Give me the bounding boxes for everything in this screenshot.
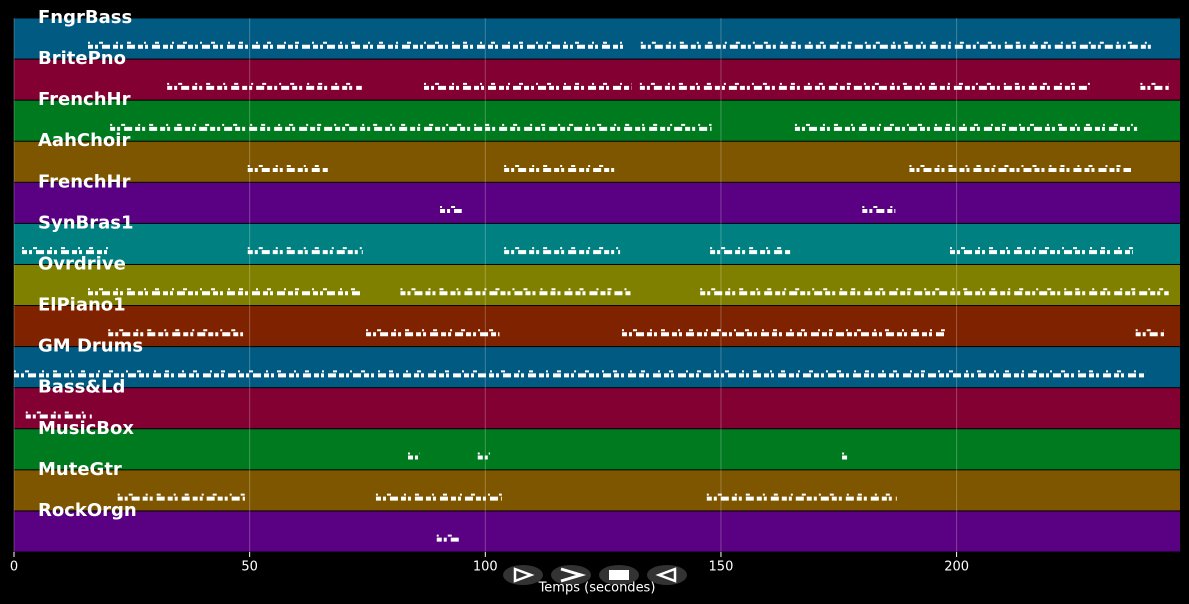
track-label: Ovrdrive xyxy=(38,253,126,274)
note-cluster xyxy=(436,534,462,542)
note-cluster xyxy=(477,452,491,460)
track-rows xyxy=(14,18,1180,552)
track-row xyxy=(14,182,1180,223)
note-cluster xyxy=(700,288,1169,296)
grid xyxy=(13,18,958,552)
track-row xyxy=(14,511,1180,552)
track-label: ElPiano1 xyxy=(38,295,126,316)
x-tick-label: 50 xyxy=(241,560,258,575)
notes xyxy=(14,41,1169,542)
x-axis-label: Temps (secondes) xyxy=(538,581,656,596)
track-label: Bass&Ld xyxy=(38,377,125,398)
note-cluster xyxy=(842,452,849,460)
track-row xyxy=(14,470,1180,511)
track-label: MusicBox xyxy=(38,418,134,439)
x-tick-label: 0 xyxy=(10,560,18,575)
note-cluster xyxy=(366,329,500,337)
track-label: MuteGtr xyxy=(38,459,122,480)
note-cluster xyxy=(504,164,615,172)
note-cluster xyxy=(14,370,1146,378)
track-label: RockOrgn xyxy=(38,500,137,521)
note-cluster xyxy=(640,41,1154,49)
track-label: FrenchHr xyxy=(38,171,131,192)
track-label: GM Drums xyxy=(38,336,143,357)
track-label: AahChoir xyxy=(38,130,130,151)
track-row xyxy=(14,429,1180,470)
note-cluster xyxy=(639,82,1090,90)
note-cluster xyxy=(25,411,92,419)
note-cluster xyxy=(400,288,632,296)
note-cluster xyxy=(621,329,945,337)
track-row xyxy=(14,223,1180,264)
playback-controls xyxy=(503,565,687,585)
stop-button[interactable] xyxy=(599,565,639,585)
note-cluster xyxy=(110,123,712,131)
note-cluster xyxy=(950,247,1133,255)
note-cluster xyxy=(408,452,420,460)
note-cluster xyxy=(706,493,897,501)
note-cluster xyxy=(117,493,245,501)
back-button[interactable] xyxy=(647,565,687,585)
note-cluster xyxy=(1140,82,1169,90)
track-row xyxy=(14,347,1180,388)
note-cluster xyxy=(87,288,362,296)
play-button[interactable] xyxy=(503,565,543,585)
track-row xyxy=(14,100,1180,141)
track-row xyxy=(14,59,1180,100)
track-label: FngrBass xyxy=(38,7,132,28)
note-cluster xyxy=(710,247,792,255)
x-tick-label: 100 xyxy=(473,560,498,575)
note-cluster xyxy=(22,247,109,255)
note-cluster xyxy=(440,206,462,214)
note-cluster xyxy=(247,164,330,172)
note-cluster xyxy=(909,164,1131,172)
note-cluster xyxy=(862,206,896,214)
note-cluster xyxy=(794,123,1138,131)
x-axis: 0 50 100 150 200 xyxy=(10,552,969,575)
note-cluster xyxy=(424,82,632,90)
note-cluster xyxy=(167,82,362,90)
track-row xyxy=(14,388,1180,429)
forward-button[interactable] xyxy=(551,565,591,585)
note-cluster xyxy=(108,329,244,337)
track-row xyxy=(14,306,1180,347)
track-label: FrenchHr xyxy=(38,89,131,110)
x-tick-label: 200 xyxy=(944,560,969,575)
track-labels: FngrBass BritePno FrenchHr AahChoir FrenchHr… xyxy=(38,7,143,521)
note-cluster xyxy=(504,247,621,255)
track-row xyxy=(14,18,1180,59)
x-tick-label: 150 xyxy=(709,560,734,575)
track-row xyxy=(14,141,1180,182)
note-cluster xyxy=(87,41,627,49)
track-label: SynBras1 xyxy=(38,212,134,233)
note-cluster xyxy=(247,247,363,255)
note-cluster xyxy=(1135,329,1164,337)
track-row xyxy=(14,264,1180,306)
track-label: BritePno xyxy=(38,48,126,69)
note-cluster xyxy=(375,493,502,501)
